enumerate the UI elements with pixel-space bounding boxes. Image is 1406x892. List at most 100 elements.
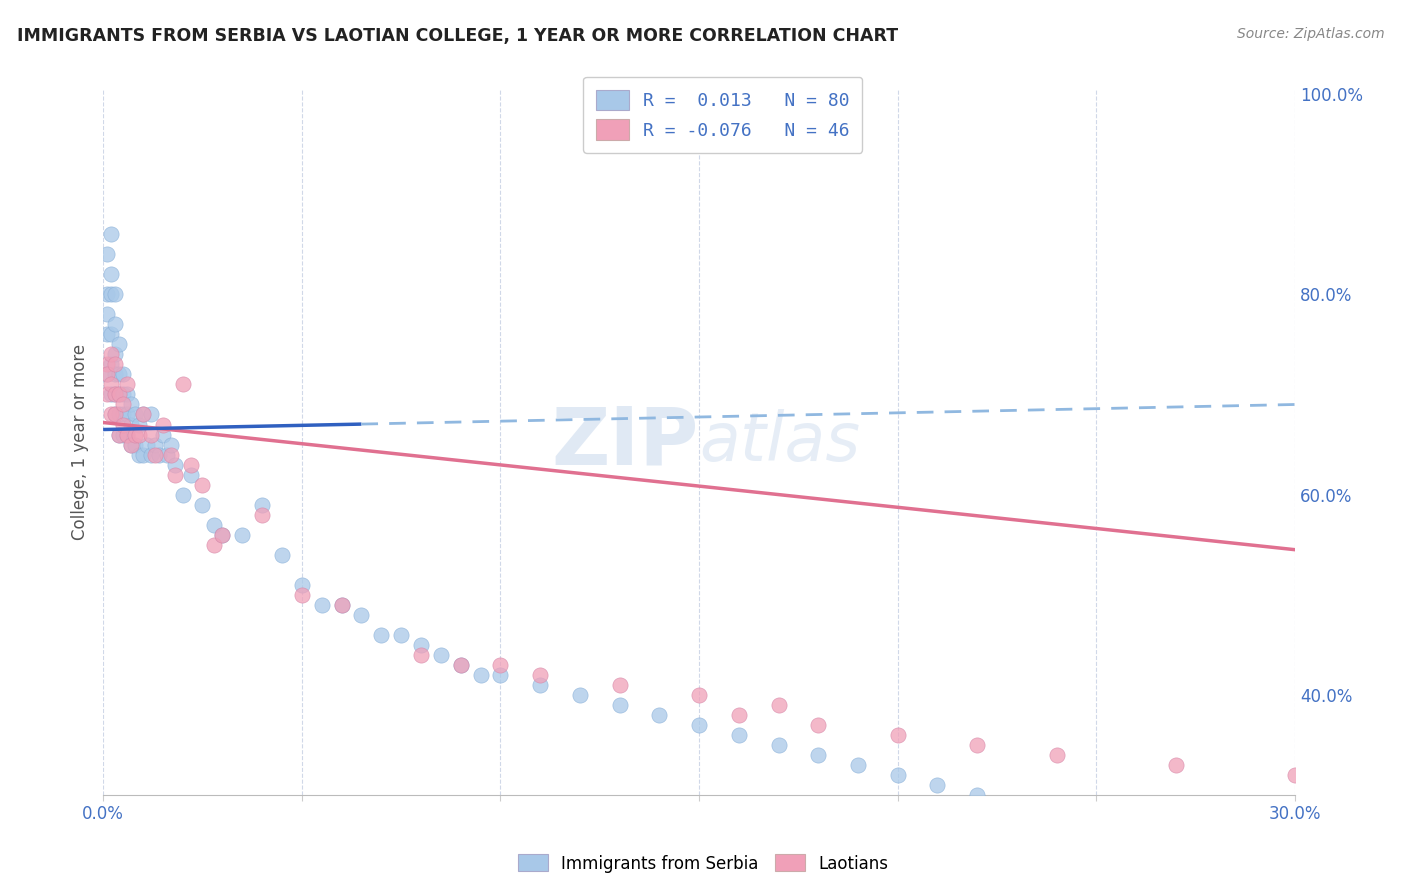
- Point: [350, 607, 373, 622]
- Point: [115, 427, 138, 442]
- Point: [108, 368, 131, 382]
- Point: [139, 408, 162, 422]
- Point: [529, 678, 551, 692]
- Point: [568, 688, 591, 702]
- Point: [172, 488, 194, 502]
- Point: [156, 448, 179, 462]
- Point: [104, 358, 127, 372]
- Point: [180, 467, 202, 482]
- Point: [152, 417, 174, 432]
- Point: [489, 657, 512, 672]
- Point: [768, 738, 790, 752]
- Point: [135, 437, 157, 451]
- Text: IMMIGRANTS FROM SERBIA VS LAOTIAN COLLEGE, 1 YEAR OR MORE CORRELATION CHART: IMMIGRANTS FROM SERBIA VS LAOTIAN COLLEG…: [17, 27, 898, 45]
- Point: [104, 408, 127, 422]
- Legend: R =  0.013   N = 80, R = -0.076   N = 46: R = 0.013 N = 80, R = -0.076 N = 46: [583, 77, 862, 153]
- Point: [111, 387, 134, 401]
- Point: [450, 657, 472, 672]
- Point: [111, 408, 134, 422]
- Point: [271, 548, 294, 562]
- Point: [450, 657, 472, 672]
- Point: [132, 448, 155, 462]
- Point: [250, 498, 273, 512]
- Point: [250, 508, 273, 522]
- Point: [529, 668, 551, 682]
- Point: [108, 427, 131, 442]
- Point: [330, 598, 353, 612]
- Point: [108, 427, 131, 442]
- Point: [124, 437, 146, 451]
- Point: [120, 437, 142, 451]
- Point: [966, 788, 988, 802]
- Point: [807, 747, 830, 762]
- Point: [108, 387, 131, 401]
- Point: [163, 458, 186, 472]
- Point: [115, 408, 138, 422]
- Point: [211, 527, 233, 541]
- Point: [128, 427, 150, 442]
- Point: [96, 247, 118, 261]
- Point: [886, 768, 908, 782]
- Point: [124, 408, 146, 422]
- Point: [609, 698, 631, 712]
- Point: [409, 638, 432, 652]
- Point: [100, 358, 122, 372]
- Point: [163, 467, 186, 482]
- Point: [96, 387, 118, 401]
- Point: [104, 318, 127, 332]
- Point: [111, 417, 134, 432]
- Point: [927, 778, 949, 792]
- Point: [688, 688, 710, 702]
- Point: [148, 448, 170, 462]
- Point: [470, 668, 492, 682]
- Point: [886, 728, 908, 742]
- Point: [609, 678, 631, 692]
- Point: [111, 427, 134, 442]
- Point: [104, 347, 127, 361]
- Point: [139, 448, 162, 462]
- Point: [159, 448, 181, 462]
- Point: [409, 648, 432, 662]
- Point: [143, 437, 166, 451]
- Y-axis label: College, 1 year or more: College, 1 year or more: [72, 344, 89, 540]
- Point: [311, 598, 333, 612]
- Point: [100, 268, 122, 282]
- Point: [111, 397, 134, 411]
- Point: [111, 368, 134, 382]
- Point: [191, 477, 214, 491]
- Point: [100, 387, 122, 401]
- Point: [807, 718, 830, 732]
- Point: [1005, 798, 1028, 813]
- Point: [688, 718, 710, 732]
- Point: [108, 337, 131, 351]
- Point: [108, 387, 131, 401]
- Point: [966, 738, 988, 752]
- Point: [330, 598, 353, 612]
- Point: [100, 327, 122, 342]
- Point: [389, 628, 412, 642]
- Point: [120, 437, 142, 451]
- Point: [191, 498, 214, 512]
- Point: [1164, 758, 1187, 772]
- Point: [172, 377, 194, 392]
- Point: [370, 628, 392, 642]
- Point: [132, 408, 155, 422]
- Point: [202, 517, 225, 532]
- Text: ZIP: ZIP: [551, 403, 699, 481]
- Point: [104, 387, 127, 401]
- Text: atlas: atlas: [699, 409, 860, 475]
- Point: [100, 377, 122, 392]
- Point: [100, 347, 122, 361]
- Point: [128, 417, 150, 432]
- Point: [211, 527, 233, 541]
- Point: [100, 287, 122, 301]
- Point: [291, 588, 314, 602]
- Point: [96, 368, 118, 382]
- Point: [104, 387, 127, 401]
- Point: [124, 427, 146, 442]
- Point: [115, 377, 138, 392]
- Point: [430, 648, 453, 662]
- Point: [1046, 808, 1069, 822]
- Point: [108, 408, 131, 422]
- Point: [120, 417, 142, 432]
